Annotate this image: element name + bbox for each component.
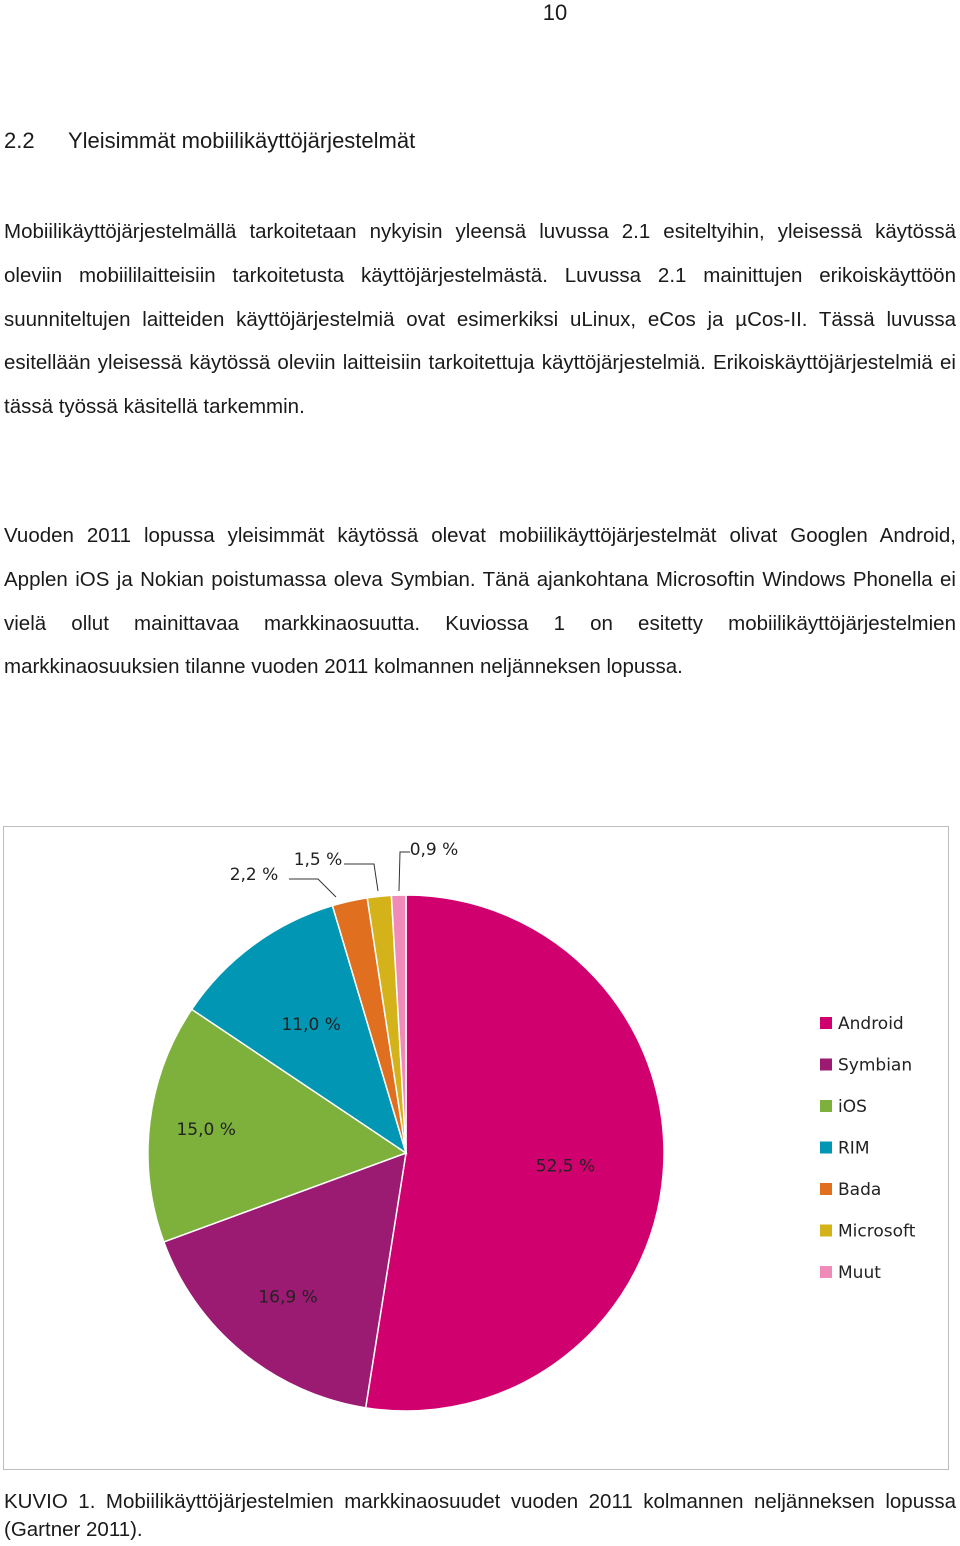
data-label-android: 52,5 %: [536, 1157, 595, 1177]
legend-label-android: Android: [838, 1014, 904, 1034]
data-label-symbian: 16,9 %: [258, 1288, 317, 1308]
pie-slice-rim: [190, 904, 408, 1155]
legend-swatch-muut: [820, 1266, 832, 1278]
section-number: 2.2: [4, 128, 35, 153]
legend-label-microsoft: Microsoft: [838, 1222, 916, 1242]
legend-label-symbian: Symbian: [838, 1056, 912, 1076]
pie-slice-android: [364, 894, 665, 1412]
pie-slice-ios: [147, 1008, 408, 1243]
data-label-microsoft: 1,5 %: [294, 850, 343, 870]
data-label-muut: 0,9 %: [410, 840, 459, 860]
page-number: 10: [542, 0, 568, 25]
leader-line-muut: [398, 851, 410, 892]
legend-label-muut: Muut: [838, 1263, 881, 1283]
legend-swatch-symbian: [820, 1058, 832, 1071]
legend-label-ios: iOS: [838, 1097, 867, 1117]
chart-frame: 52,5 % 16,9 % 15,0 % 11,0 % 2,2 % 1,5 % 0,9 % A…: [3, 826, 949, 1470]
figure-caption: KUVIO 1. Mobiilikäyttöjärjestelmien mark…: [4, 1490, 956, 1541]
pie-slice-symbian: [162, 1151, 407, 1409]
leader-line-bada: [289, 878, 337, 898]
data-label-ios: 15,0 %: [176, 1120, 235, 1140]
legend-swatch-rim: [820, 1141, 832, 1154]
leader-line-microsoft: [344, 863, 379, 892]
section-title: Yleisimmät mobiilikäyttöjärjestelmät: [68, 128, 416, 153]
paragraph-1: Mobiilikäyttöjärjestelmällä tarkoitetaan…: [4, 220, 956, 419]
legend-label-rim: RIM: [838, 1139, 870, 1159]
paragraph-2: Vuoden 2011 lopussa yleisimmät käytössä …: [4, 524, 956, 679]
pie-slice-muut: [390, 894, 407, 1154]
legend-swatch-android: [820, 1017, 832, 1029]
legend-swatch-microsoft: [820, 1224, 832, 1237]
legend-swatch-ios: [820, 1100, 832, 1112]
data-label-rim: 11,0 %: [281, 1015, 340, 1035]
data-label-bada: 2,2 %: [230, 865, 279, 885]
legend-label-bada: Bada: [838, 1180, 881, 1200]
pie-chart: 52,5 % 16,9 % 15,0 % 11,0 % 2,2 % 1,5 % 0,9 % A…: [147, 840, 916, 1412]
section-heading: 2.2 Yleisimmät mobiilikäyttöjärjestelmät: [4, 126, 415, 156]
legend-swatch-bada: [820, 1183, 832, 1195]
